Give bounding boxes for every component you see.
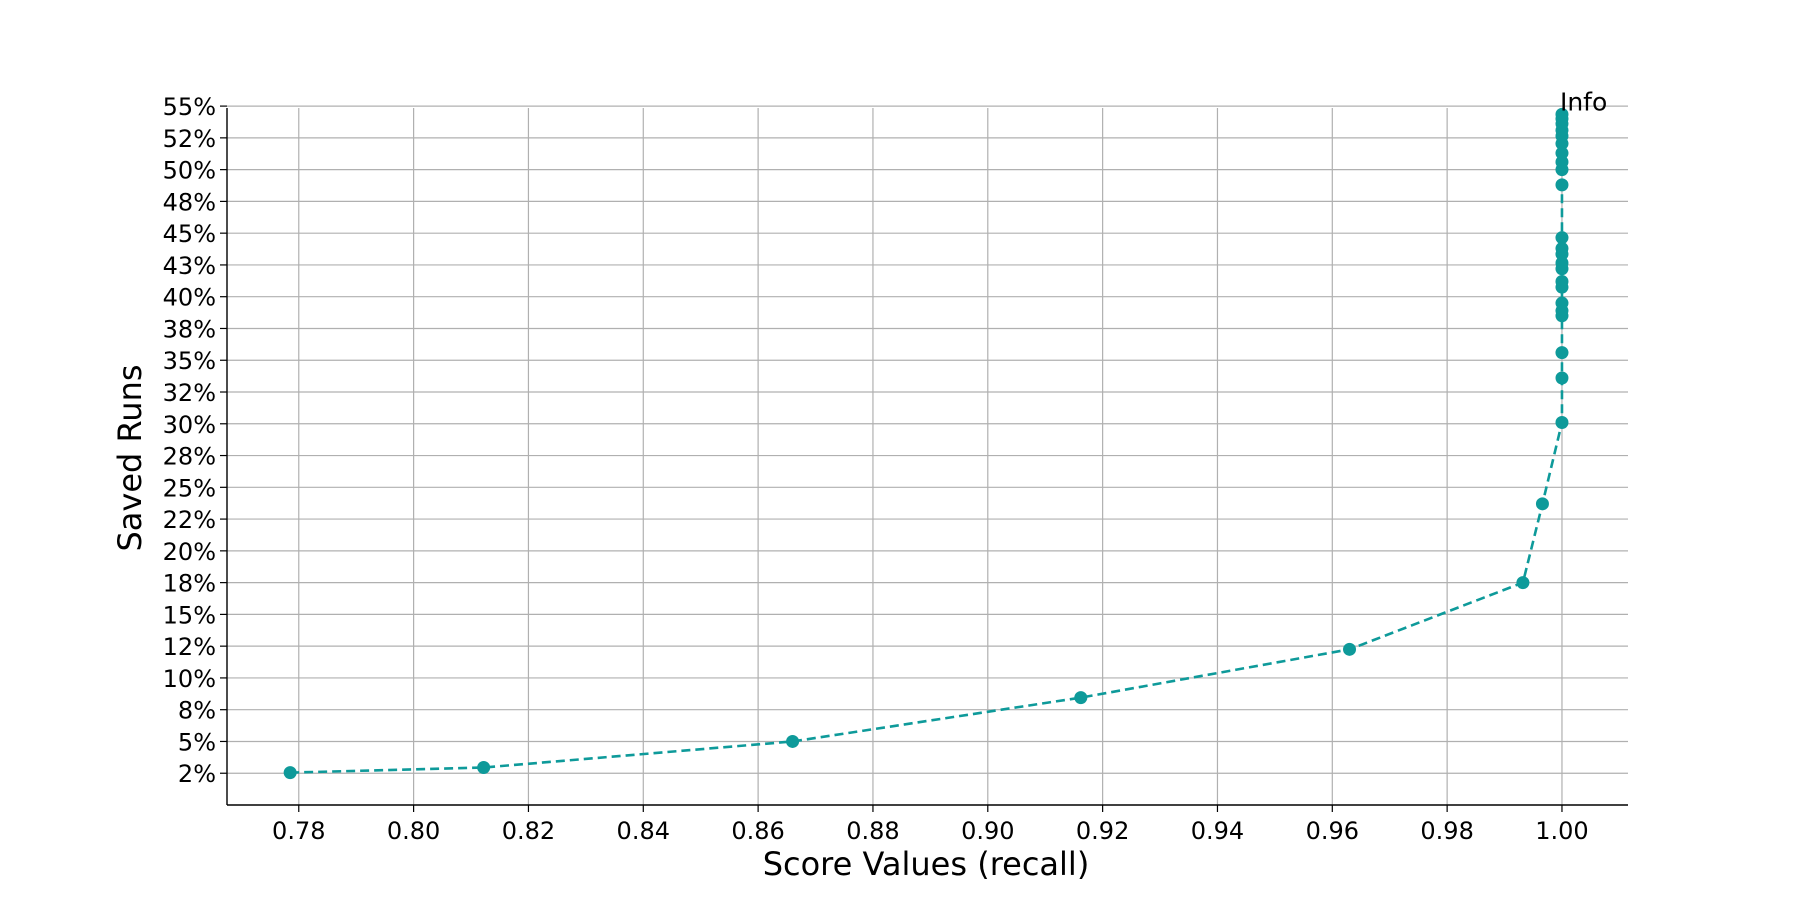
data-point	[1074, 691, 1088, 705]
data-point	[1555, 346, 1569, 360]
data-point	[1555, 416, 1569, 430]
annotation-label: Info	[1560, 87, 1607, 116]
y-tick-label: 35%	[163, 347, 216, 375]
y-tick-label: 2%	[178, 760, 216, 788]
y-tick-label: 43%	[163, 252, 216, 280]
x-tick-label: 0.94	[1191, 817, 1244, 845]
y-tick-label: 50%	[163, 157, 216, 185]
x-axis-title: Score Values (recall)	[763, 845, 1090, 883]
x-tick-label: 0.90	[961, 817, 1014, 845]
data-point	[1343, 642, 1357, 656]
data-point	[786, 734, 800, 748]
data-point	[477, 761, 491, 775]
series-polyline	[290, 114, 1564, 774]
data-point	[1555, 296, 1569, 310]
series-line	[290, 114, 1564, 774]
data-point	[1555, 178, 1569, 192]
y-tick-label: 15%	[163, 601, 216, 629]
y-tick-label: 40%	[163, 284, 216, 312]
annotations: Info	[1560, 87, 1607, 116]
y-tick-label: 30%	[163, 411, 216, 439]
x-tick-label: 0.80	[387, 817, 440, 845]
y-tick-label: 52%	[163, 125, 216, 153]
data-point	[1555, 241, 1569, 255]
y-tick-label: 55%	[163, 93, 216, 121]
y-tick-label: 28%	[163, 443, 216, 471]
data-point	[1555, 274, 1569, 288]
y-tick-label: 22%	[163, 506, 216, 534]
x-tick-label: 0.96	[1306, 817, 1359, 845]
y-tick-label: 18%	[163, 570, 216, 598]
y-tick-label: 5%	[178, 728, 216, 756]
x-tick-label: 0.98	[1420, 817, 1473, 845]
x-tick-label: 0.84	[617, 817, 670, 845]
data-point	[1555, 371, 1569, 385]
y-tick-label: 10%	[163, 665, 216, 693]
x-tick-label: 0.88	[846, 817, 899, 845]
data-point	[1555, 155, 1569, 169]
data-point	[1555, 231, 1569, 245]
x-tick-label: 1.00	[1535, 817, 1588, 845]
grid-lines	[227, 105, 1628, 805]
data-point	[1516, 576, 1530, 590]
y-tick-label: 25%	[163, 474, 216, 502]
y-tick-label: 38%	[163, 315, 216, 343]
x-tick-label: 0.86	[731, 817, 784, 845]
data-point	[1555, 107, 1569, 121]
x-tick-label: 0.78	[272, 817, 325, 845]
data-point	[1555, 146, 1569, 160]
x-tick-label: 0.82	[502, 817, 555, 845]
y-axis-title: Saved Runs	[111, 364, 149, 551]
y-tick-label: 45%	[163, 220, 216, 248]
y-tick-label: 32%	[163, 379, 216, 407]
axes-spines	[226, 108, 1628, 806]
data-point	[1535, 497, 1549, 511]
x-axis-ticks: 0.78 0.80 0.82 0.84 0.86 0.88 0.90 0.92 0.94 0.96…	[272, 805, 1589, 845]
series-markers	[283, 107, 1569, 780]
y-tick-label: 8%	[178, 697, 216, 725]
y-tick-label: 12%	[163, 633, 216, 661]
y-tick-label: 20%	[163, 538, 216, 566]
y-axis-ticks: 2% 5% 8% 10% 12% 15% 18% 20% 22% 25% 28% 30% 32% 35% 3…	[163, 93, 227, 788]
x-tick-label: 0.92	[1076, 817, 1129, 845]
data-point	[283, 766, 297, 780]
y-tick-label: 48%	[163, 188, 216, 216]
data-point	[1555, 256, 1569, 270]
